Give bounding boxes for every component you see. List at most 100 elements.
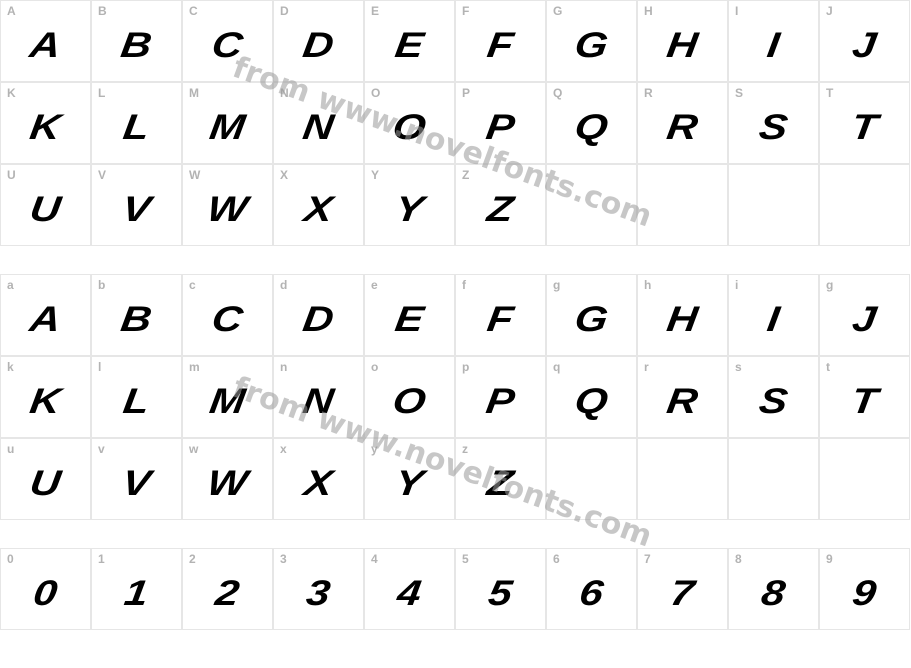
cell-glyph: S <box>724 89 823 157</box>
cell-glyph: F <box>451 7 550 75</box>
glyph-cell: HH <box>637 0 728 82</box>
glyph-cell: ZZ <box>455 164 546 246</box>
glyph-cell: FF <box>455 0 546 82</box>
cell-glyph: Q <box>542 363 641 431</box>
cell-glyph: C <box>178 281 277 349</box>
glyph-cell <box>637 164 728 246</box>
glyph-cell: 33 <box>273 548 364 630</box>
cell-glyph: G <box>542 281 641 349</box>
glyph-cell: XX <box>273 164 364 246</box>
cell-glyph: L <box>87 89 186 157</box>
cell-glyph: Y <box>360 445 459 513</box>
glyph-cell: AA <box>0 0 91 82</box>
glyph-cell: WW <box>182 164 273 246</box>
glyph-cell: 99 <box>819 548 910 630</box>
glyph-cell: lL <box>91 356 182 438</box>
glyph-cell: 55 <box>455 548 546 630</box>
section-spacer <box>0 246 911 274</box>
cell-glyph: B <box>87 7 186 75</box>
cell-glyph: 4 <box>360 555 459 623</box>
cell-glyph: R <box>633 89 732 157</box>
cell-glyph: E <box>360 281 459 349</box>
glyph-cell: wW <box>182 438 273 520</box>
glyph-cell <box>728 438 819 520</box>
cell-glyph: 5 <box>451 555 550 623</box>
glyph-cell: sS <box>728 356 819 438</box>
glyph-cell: NN <box>273 82 364 164</box>
cell-glyph: K <box>0 89 95 157</box>
cell-glyph: Z <box>451 171 550 239</box>
glyph-row: KKLLMMNNOOPPQQRRSSTT <box>0 82 911 164</box>
cell-glyph: V <box>87 171 186 239</box>
glyph-cell <box>546 164 637 246</box>
cell-glyph: 9 <box>815 555 911 623</box>
glyph-cell: kK <box>0 356 91 438</box>
cell-glyph: C <box>178 7 277 75</box>
glyph-row: kKlLmMnNoOpPqQrRsStT <box>0 356 911 438</box>
glyph-cell: 88 <box>728 548 819 630</box>
glyph-cell: nN <box>273 356 364 438</box>
glyph-cell: cC <box>182 274 273 356</box>
cell-glyph: I <box>724 7 823 75</box>
glyph-row: uUvVwWxXyYzZ <box>0 438 911 520</box>
cell-glyph: 7 <box>633 555 732 623</box>
character-map: { "watermark_text": "from www.novelfonts… <box>0 0 911 668</box>
grid-container: AABBCCDDEEFFGGHHIIJJKKLLMMNNOOPPQQRRSSTT… <box>0 0 911 630</box>
glyph-cell: gJ <box>819 274 910 356</box>
glyph-cell: 11 <box>91 548 182 630</box>
section-spacer <box>0 520 911 548</box>
glyph-cell: 77 <box>637 548 728 630</box>
glyph-cell: tT <box>819 356 910 438</box>
cell-glyph: O <box>360 89 459 157</box>
glyph-cell: aA <box>0 274 91 356</box>
cell-glyph: A <box>0 281 95 349</box>
glyph-cell <box>819 438 910 520</box>
glyph-cell <box>546 438 637 520</box>
glyph-cell: iI <box>728 274 819 356</box>
cell-glyph: S <box>724 363 823 431</box>
glyph-cell: DD <box>273 0 364 82</box>
glyph-cell: fF <box>455 274 546 356</box>
cell-glyph: T <box>815 89 911 157</box>
glyph-cell: uU <box>0 438 91 520</box>
glyph-cell: pP <box>455 356 546 438</box>
cell-glyph: H <box>633 7 732 75</box>
glyph-cell: CC <box>182 0 273 82</box>
cell-glyph: L <box>87 363 186 431</box>
cell-glyph: R <box>633 363 732 431</box>
cell-glyph: E <box>360 7 459 75</box>
cell-glyph: B <box>87 281 186 349</box>
cell-glyph: J <box>815 281 911 349</box>
glyph-cell <box>728 164 819 246</box>
cell-glyph: H <box>633 281 732 349</box>
cell-glyph: A <box>0 7 95 75</box>
cell-glyph: P <box>451 363 550 431</box>
glyph-cell: JJ <box>819 0 910 82</box>
glyph-cell: yY <box>364 438 455 520</box>
glyph-cell <box>637 438 728 520</box>
glyph-cell: EE <box>364 0 455 82</box>
cell-glyph: W <box>178 171 277 239</box>
cell-glyph: 2 <box>178 555 277 623</box>
cell-glyph: U <box>0 171 95 239</box>
cell-glyph: K <box>0 363 95 431</box>
cell-glyph: V <box>87 445 186 513</box>
glyph-cell: vV <box>91 438 182 520</box>
cell-glyph: F <box>451 281 550 349</box>
glyph-cell: OO <box>364 82 455 164</box>
cell-glyph: W <box>178 445 277 513</box>
cell-glyph: Q <box>542 89 641 157</box>
glyph-cell: BB <box>91 0 182 82</box>
glyph-cell: hH <box>637 274 728 356</box>
cell-glyph: 8 <box>724 555 823 623</box>
cell-glyph: M <box>178 363 277 431</box>
glyph-cell: dD <box>273 274 364 356</box>
cell-glyph: J <box>815 7 911 75</box>
cell-glyph: Y <box>360 171 459 239</box>
glyph-cell: QQ <box>546 82 637 164</box>
cell-glyph: P <box>451 89 550 157</box>
glyph-cell: YY <box>364 164 455 246</box>
glyph-cell <box>819 164 910 246</box>
cell-glyph: Z <box>451 445 550 513</box>
glyph-row: aAbBcCdDeEfFgGhHiIgJ <box>0 274 911 356</box>
